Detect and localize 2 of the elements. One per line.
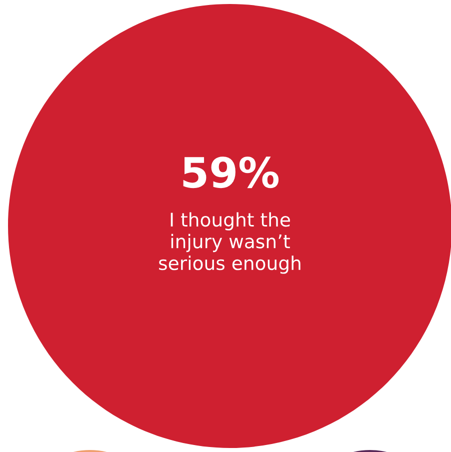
category-label: I thought the injury wasn’t serious enough <box>159 212 300 274</box>
data-label: 59% <box>183 156 279 188</box>
